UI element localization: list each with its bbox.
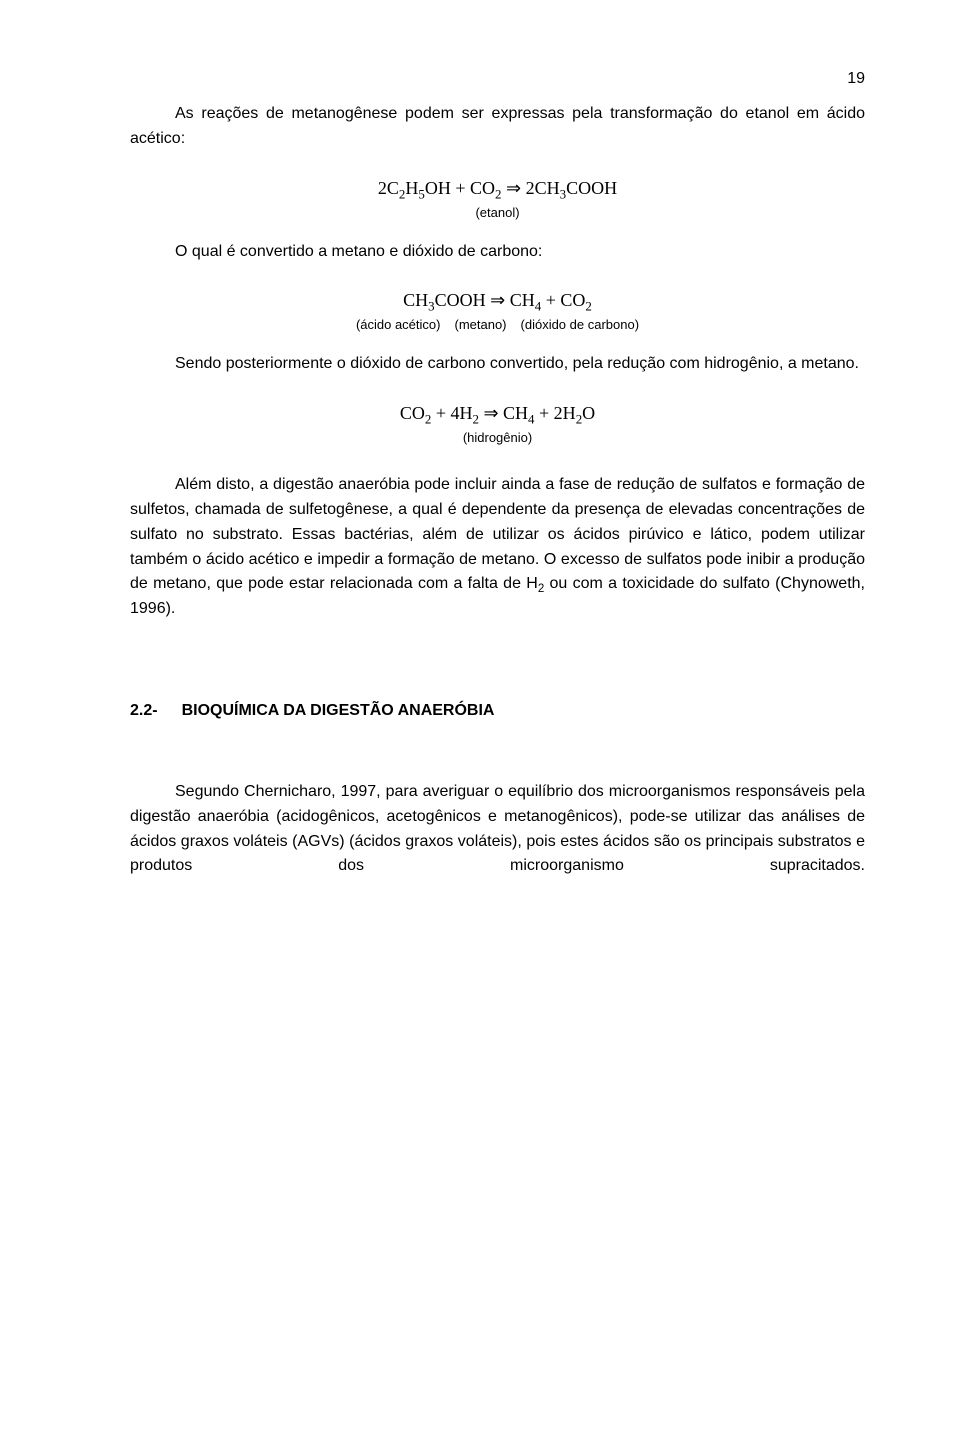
equation-3-label: (hidrogênio) — [130, 430, 865, 445]
paragraph-3: Sendo posteriormente o dióxido de carbon… — [130, 352, 865, 377]
equation-1-label: (etanol) — [130, 205, 865, 220]
equation-2-label-a: (ácido acético) — [356, 317, 441, 332]
page-number: 19 — [130, 70, 865, 88]
equation-2-label-c: (dióxido de carbono) — [521, 317, 640, 332]
paragraph-5: Segundo Chernicharo, 1997, para averigua… — [130, 780, 865, 879]
paragraph-4: Além disto, a digestão anaeróbia pode in… — [130, 473, 865, 622]
paragraph-1: As reações de metanogênese podem ser exp… — [130, 102, 865, 152]
equation-1: 2C2H5OH + CO2 ⇒ 2CH3COOH — [130, 178, 865, 199]
equation-2: CH3COOH ⇒ CH4 + CO2 — [130, 290, 865, 311]
equation-2-labels: (ácido acético) (metano) (dióxido de car… — [130, 317, 865, 332]
section-number: 2.2- — [130, 702, 158, 720]
section-heading: 2.2- BIOQUÍMICA DA DIGESTÃO ANAERÓBIA — [130, 702, 865, 720]
paragraph-2: O qual é convertido a metano e dióxido d… — [130, 240, 865, 265]
section-title: BIOQUÍMICA DA DIGESTÃO ANAERÓBIA — [182, 702, 495, 719]
equation-3: CO2 + 4H2 ⇒ CH4 + 2H2O — [130, 403, 865, 424]
equation-2-label-b: (metano) — [454, 317, 506, 332]
